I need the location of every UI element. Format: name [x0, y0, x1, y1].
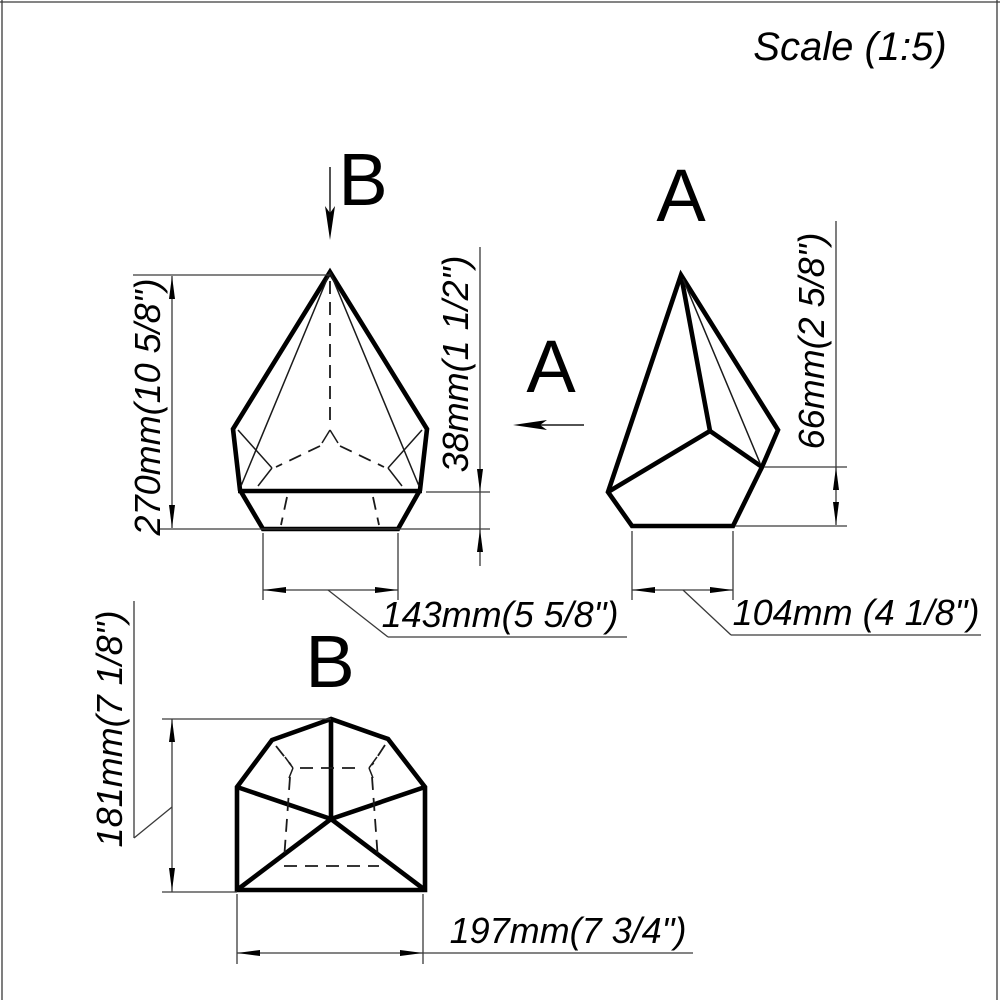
- dim-overall-height: 270mm(10 5/8"): [127, 279, 168, 537]
- side-view: [605, 269, 781, 529]
- view-b-arrow: [325, 167, 335, 240]
- view-b-arrowhead: [325, 206, 335, 240]
- side-outline: [605, 269, 781, 529]
- plan-outline: [234, 716, 428, 893]
- dim-side-lower-height: 66mm(2 5/8"): [791, 233, 832, 450]
- dim-plan-width: 197mm(7 3/4"): [450, 910, 687, 951]
- front-view: [230, 267, 430, 532]
- scale-label: Scale (1:5): [753, 25, 946, 69]
- view-label-a-middle: A: [526, 325, 576, 408]
- dim-side-width: 104mm (4 1/8"): [733, 592, 980, 633]
- dim-rim-height: 38mm(1 1/2"): [435, 256, 476, 473]
- dim-plan-depth: 181mm(7 1/8"): [89, 611, 130, 848]
- view-label-b-bottom: B: [305, 620, 354, 703]
- dimension-lines: [133, 221, 981, 964]
- view-a-arrow: [513, 420, 584, 430]
- view-label-b-top: B: [338, 138, 387, 221]
- view-label-a-side: A: [656, 154, 706, 237]
- dim-front-width: 143mm(5 5/8"): [382, 594, 619, 635]
- bottom-view: [234, 716, 428, 893]
- view-a-arrowhead: [513, 420, 547, 430]
